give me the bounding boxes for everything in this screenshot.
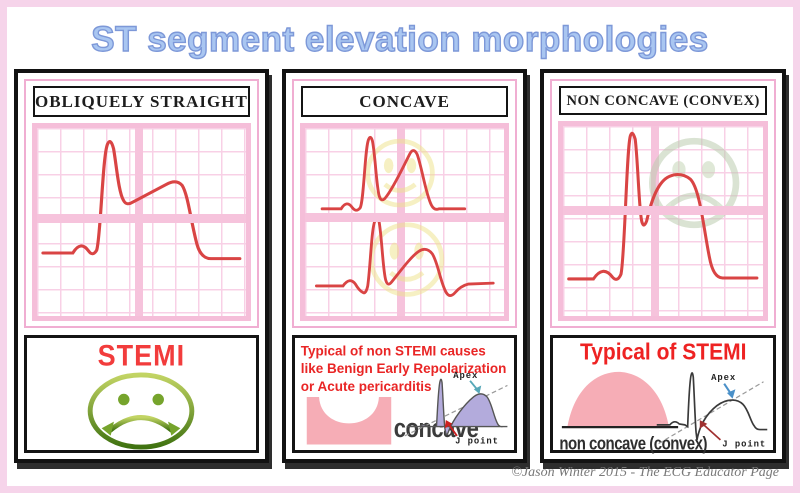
apex-annotation: Apex [454, 371, 479, 381]
panel1-ecg-grid [32, 123, 251, 321]
panel3-ecg-section: NON CONCAVE (CONVEX) [550, 79, 776, 328]
panel1-footer: STEMI [24, 335, 259, 453]
sad-face-icon [88, 372, 195, 450]
panel2-header-label: CONCAVE [359, 92, 450, 111]
apex-annotation: Apex [711, 373, 736, 383]
page-title: ST segment elevation morphologies [7, 7, 793, 69]
convex-st-diagram: Apex J point [656, 372, 768, 449]
panels-row: OBLIQUELY STRAIGHT STEMI [7, 69, 793, 463]
panel2-footer: Typical of non STEMI causes like Benign … [291, 335, 518, 453]
smiley-face-watermark-top [365, 138, 435, 208]
poster-inner: ST segment elevation morphologies OBLIQU… [7, 7, 793, 486]
panel-obliquely-straight: OBLIQUELY STRAIGHT STEMI [14, 69, 269, 463]
panel3-header-label: NON CONCAVE (CONVEX) [566, 93, 760, 109]
convex-shape-label: non concave (convex) [559, 433, 707, 455]
panel-non-concave-convex: NON CONCAVE (CONVEX) [540, 69, 786, 463]
concave-shape [306, 397, 392, 445]
panel3-header: NON CONCAVE (CONVEX) [559, 86, 767, 115]
j-point-arrow [701, 422, 721, 441]
tangent-dashed-line [658, 381, 764, 445]
stemi-label: STEMI [97, 339, 186, 373]
concave-trace-upper [320, 135, 466, 212]
convex-shape-block: non concave (convex) [559, 369, 707, 454]
obliquely-straight-ecg-trace [41, 140, 242, 261]
panel3-ecg-grid [558, 121, 768, 321]
panel3-footer: Typical of STEMI non concave (convex) Ap… [550, 335, 776, 454]
convex-dome-shape [562, 371, 679, 429]
concave-ecg-traces [314, 135, 495, 297]
panel1-header-label: OBLIQUELY STRAIGHT [35, 92, 248, 111]
non-stemi-causes-text: Typical of non STEMI causes like Benign … [300, 343, 507, 394]
panel2-ecg-section: CONCAVE [291, 79, 518, 328]
panel2-ecg-grid [299, 123, 510, 321]
panel-concave: CONCAVE [281, 69, 528, 463]
concave-trace-lower [314, 216, 495, 297]
concave-waveform [406, 378, 508, 436]
typical-of-stemi-label: Typical of STEMI [579, 340, 747, 365]
concave-st-diagram: Apex J point [404, 371, 509, 446]
panel2-header: CONCAVE [300, 86, 509, 117]
panel1-header: OBLIQUELY STRAIGHT [33, 86, 250, 117]
panel1-ecg-section: OBLIQUELY STRAIGHT [24, 79, 259, 328]
convex-ecg-trace [567, 131, 759, 281]
j-point-annotation: J point [722, 439, 766, 449]
page-title-text: ST segment elevation morphologies [91, 19, 709, 59]
credit-text: ©Jason Winter 2015 - The ECG Educator Pa… [511, 465, 779, 480]
j-point-annotation: J point [456, 436, 500, 446]
convex-waveform [656, 372, 768, 440]
tangent-dashed-line [404, 384, 509, 437]
sad-face-watermark [649, 137, 740, 229]
